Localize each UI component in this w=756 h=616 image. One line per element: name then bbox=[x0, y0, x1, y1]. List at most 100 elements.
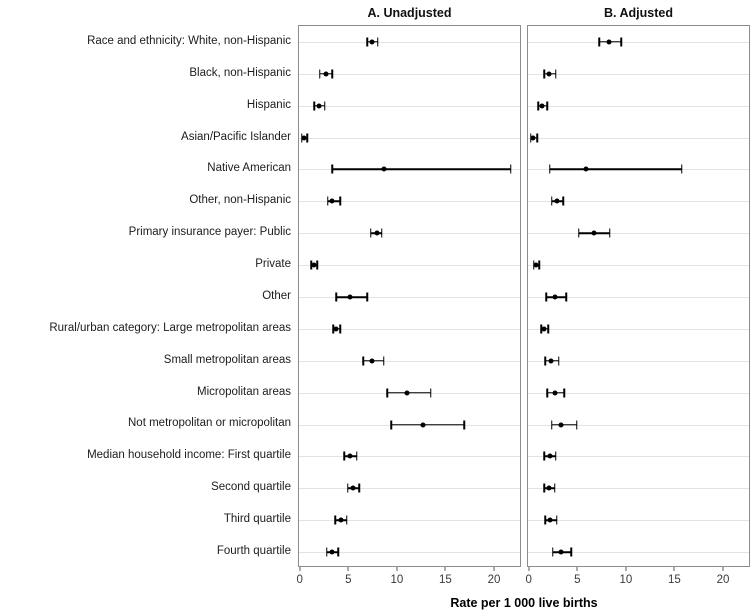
x-tick-mark bbox=[493, 567, 495, 571]
ci-upper-cap bbox=[608, 228, 611, 238]
point-estimate-marker bbox=[552, 294, 558, 300]
ci-lower-cap bbox=[390, 420, 392, 430]
ci-lower-cap bbox=[543, 69, 545, 79]
ci-lower-cap bbox=[549, 164, 551, 174]
category-label: Fourth quartile bbox=[216, 544, 291, 557]
point-estimate-marker bbox=[301, 135, 307, 141]
ci-upper-cap bbox=[576, 420, 578, 430]
category-label: Not metropolitan or micropolitan bbox=[128, 417, 291, 430]
gridline bbox=[299, 552, 520, 554]
ci-lower-cap bbox=[362, 356, 365, 366]
point-estimate-marker bbox=[539, 103, 545, 109]
point-estimate-marker bbox=[606, 39, 612, 45]
ci-upper-cap bbox=[331, 69, 334, 79]
gridline bbox=[528, 201, 749, 203]
ci-upper-cap bbox=[324, 101, 326, 111]
ci-lower-cap bbox=[331, 164, 334, 174]
gridline bbox=[299, 456, 520, 458]
gridline bbox=[299, 73, 520, 75]
category-label: Other bbox=[262, 289, 291, 302]
category-label: Asian/Pacific Islander bbox=[181, 130, 291, 143]
ci-upper-cap bbox=[382, 356, 385, 366]
ci-upper-cap bbox=[546, 101, 548, 111]
point-estimate-marker bbox=[552, 390, 558, 396]
ci-upper-cap bbox=[565, 292, 568, 302]
x-tick-mark bbox=[673, 567, 675, 571]
ci-lower-cap bbox=[540, 324, 543, 334]
ci-lower-cap bbox=[544, 515, 546, 525]
ci-upper-cap bbox=[547, 324, 549, 334]
x-tick-label: 5 bbox=[345, 574, 352, 586]
ci-lower-cap bbox=[544, 356, 546, 366]
gridline bbox=[299, 233, 520, 235]
point-estimate-marker bbox=[530, 135, 536, 141]
category-label: Micropolitan areas bbox=[197, 385, 291, 398]
ci-upper-cap bbox=[463, 420, 466, 430]
point-estimate-marker bbox=[546, 71, 552, 77]
point-estimate-marker bbox=[583, 166, 589, 172]
point-estimate-marker bbox=[374, 230, 380, 236]
point-estimate-marker bbox=[311, 262, 317, 268]
gridline bbox=[528, 456, 749, 458]
gridline bbox=[528, 328, 749, 330]
point-estimate-marker bbox=[347, 453, 353, 459]
category-label: Race and ethnicity: White, non-Hispanic bbox=[87, 34, 291, 47]
point-estimate-marker bbox=[548, 358, 554, 364]
gridline bbox=[299, 297, 520, 298]
gridline bbox=[299, 265, 520, 267]
x-tick-mark bbox=[347, 567, 349, 571]
panel-title-unadjusted: A. Unadjusted bbox=[367, 6, 452, 20]
x-tick-label: 0 bbox=[296, 574, 303, 586]
point-estimate-marker bbox=[541, 326, 547, 332]
ci-upper-cap bbox=[554, 451, 557, 461]
ci-upper-cap bbox=[554, 69, 557, 79]
category-label: Median household income: First quartile bbox=[87, 449, 291, 462]
ci-lower-cap bbox=[537, 101, 540, 111]
point-estimate-marker bbox=[546, 485, 552, 491]
ci-lower-cap bbox=[319, 69, 321, 79]
ci-lower-cap bbox=[551, 420, 553, 430]
gridline bbox=[528, 233, 749, 235]
ci-upper-cap bbox=[557, 356, 560, 366]
gridline bbox=[528, 105, 749, 107]
x-tick-mark bbox=[396, 567, 398, 571]
ci-upper-cap bbox=[536, 133, 539, 143]
gridline bbox=[299, 328, 520, 330]
ci-upper-cap bbox=[316, 260, 318, 270]
x-tick-label: 15 bbox=[668, 574, 681, 586]
category-label: Rural/urban category: Large metropolitan… bbox=[49, 321, 291, 334]
x-tick-label: 15 bbox=[439, 574, 452, 586]
point-estimate-marker bbox=[381, 166, 386, 172]
ci-upper-cap bbox=[306, 133, 309, 143]
category-label: Primary insurance payer: Public bbox=[128, 226, 291, 239]
point-estimate-marker bbox=[558, 422, 564, 428]
category-label: Small metropolitan areas bbox=[163, 353, 291, 366]
gridline bbox=[528, 137, 749, 139]
point-estimate-marker bbox=[323, 71, 329, 77]
x-axis-title: Rate per 1 000 live births bbox=[450, 596, 598, 610]
gridline bbox=[299, 105, 520, 107]
x-tick-label: 10 bbox=[619, 574, 633, 586]
ci-upper-cap bbox=[339, 324, 341, 334]
ci-upper-cap bbox=[554, 483, 556, 493]
ci-upper-cap bbox=[380, 228, 383, 238]
ci-lower-cap bbox=[386, 388, 389, 398]
point-estimate-marker bbox=[533, 262, 539, 268]
gridline bbox=[299, 488, 520, 490]
ci-upper-cap bbox=[355, 451, 358, 461]
ci-lower-cap bbox=[546, 388, 548, 398]
point-estimate-marker bbox=[347, 294, 353, 300]
ci-lower-cap bbox=[543, 451, 545, 461]
point-estimate-marker bbox=[369, 358, 375, 364]
gridline bbox=[528, 360, 749, 362]
gridline bbox=[528, 265, 749, 267]
point-estimate-marker bbox=[404, 390, 410, 396]
ci-lower-cap bbox=[370, 228, 372, 238]
point-estimate-marker bbox=[316, 103, 322, 109]
ci-lower-cap bbox=[532, 260, 535, 270]
confidence-interval-line bbox=[549, 168, 682, 171]
point-estimate-marker bbox=[558, 549, 564, 555]
point-estimate-marker bbox=[350, 485, 356, 491]
ci-lower-cap bbox=[347, 483, 349, 493]
